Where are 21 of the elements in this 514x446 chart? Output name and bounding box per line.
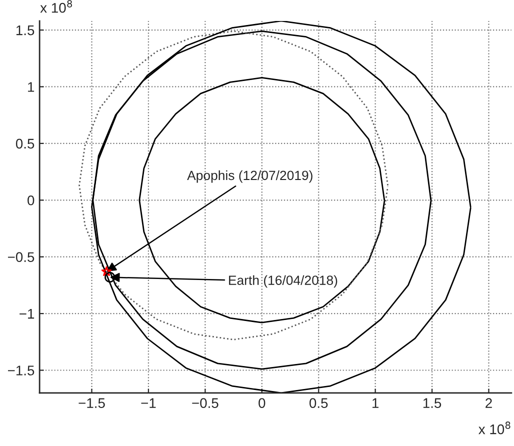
x-tick-label: 0.5 (309, 398, 328, 408)
y-tick-label: −1.5 (8, 366, 34, 376)
y-tick-label: 1 (28, 82, 34, 92)
y-tick-label: 1.5 (16, 26, 34, 36)
text: x 10$^{8}$ (40, 0, 72, 13)
x-tick-label: 1 (372, 398, 379, 408)
y-tick-label: −0.5 (8, 252, 34, 262)
text: x 10$^{8}$ (478, 422, 510, 434)
x-tick-label: −0.5 (192, 398, 218, 408)
x-tick-label: 0 (258, 398, 266, 408)
x-tick-label: 2 (486, 398, 492, 408)
y-tick-label: 0.5 (16, 138, 34, 149)
y-tick-label: 0 (28, 195, 34, 206)
x-tick-label: 1.5 (423, 398, 442, 408)
line-series (91, 20, 472, 393)
line-series (78, 30, 388, 340)
annotation: Earth (16/04/2018) (229, 275, 338, 288)
x-tick-label: −1 (141, 398, 156, 408)
annotation: Apophis (12/07/2019) (187, 170, 312, 183)
x-tick-label: −1.5 (78, 398, 105, 408)
y-tick-label: −1 (20, 309, 34, 319)
